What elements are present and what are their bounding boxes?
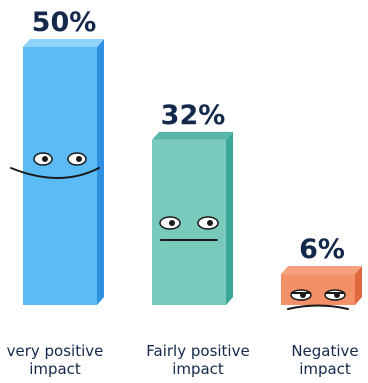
pupil-icon — [169, 220, 175, 226]
pupil-icon — [76, 156, 82, 162]
category-label-line: Fairly positive — [146, 342, 249, 360]
bars — [10, 39, 362, 310]
bar-side — [226, 131, 233, 305]
bar-front — [281, 274, 355, 305]
bar-face — [159, 216, 219, 241]
category-label-3: Negative impact — [291, 342, 358, 378]
bar-1 — [10, 39, 104, 305]
value-label-3: 6% — [299, 234, 345, 265]
category-label-1: very positive impact — [7, 342, 104, 378]
bar-top — [152, 131, 233, 140]
category-label-2: Fairly positive impact — [146, 342, 249, 378]
category-label-line: impact — [29, 360, 81, 378]
mouth-icon — [10, 167, 100, 179]
pupil-icon — [42, 156, 48, 162]
bar-face — [10, 152, 100, 179]
category-label-line: impact — [299, 360, 351, 378]
bar-2 — [152, 131, 233, 305]
bar-side — [97, 39, 104, 305]
mouth-icon — [287, 304, 349, 310]
value-label-1: 50% — [32, 7, 97, 38]
value-labels: 50% 32% 6% — [32, 7, 345, 265]
bar-side — [355, 266, 362, 305]
bar-face — [287, 289, 349, 310]
bar-3 — [281, 266, 362, 310]
bar-top — [23, 39, 104, 47]
category-label-line: Negative — [291, 342, 358, 360]
category-label-line: impact — [172, 360, 224, 378]
category-label-line: very positive — [7, 342, 104, 360]
value-label-2: 32% — [161, 100, 226, 131]
pupil-icon — [207, 220, 213, 226]
bar-top — [281, 266, 362, 275]
